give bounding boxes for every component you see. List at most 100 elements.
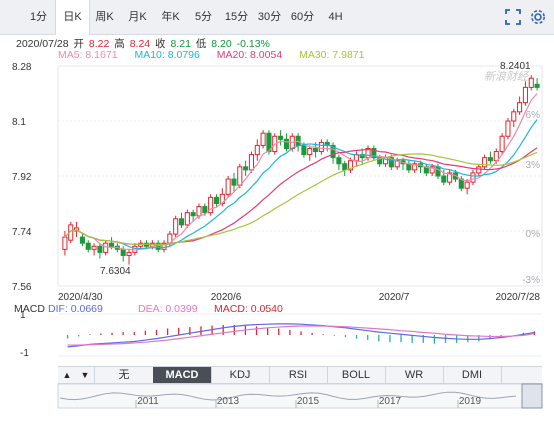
open-label: 开 xyxy=(73,38,84,50)
x-axis-label: 2020/6 xyxy=(211,292,242,303)
ma10-legend: MA10: 8.0796 xyxy=(134,49,200,61)
indicator-tab-4[interactable]: BOLL xyxy=(327,367,386,383)
candle xyxy=(348,157,354,173)
y-tick-label: 8.28 xyxy=(12,62,32,73)
candle xyxy=(161,240,167,253)
info-date: 2020/07/28 xyxy=(16,38,69,50)
candle xyxy=(534,78,540,91)
timeline-year-label: 2017 xyxy=(379,396,402,407)
indicator-tab-2[interactable]: KDJ xyxy=(211,367,270,383)
candle xyxy=(412,160,418,173)
macd-legend-0: MACD xyxy=(14,303,45,315)
period-tab-0[interactable]: 1分 xyxy=(29,11,48,23)
macd-legend-1: DIF: 0.0669 xyxy=(48,303,103,315)
period-tab-8[interactable]: 60分 xyxy=(290,11,315,23)
macd-legend-3: MACD: 0.0540 xyxy=(214,303,283,315)
y-tick-label: 7.92 xyxy=(12,172,32,183)
high-annotation: 8.2401 xyxy=(500,61,531,72)
timeline-year-label: 2013 xyxy=(217,396,240,407)
indicator-tab-6[interactable]: DMI xyxy=(443,367,502,383)
period-tab-2[interactable]: 周K xyxy=(95,11,114,23)
ma20-legend: MA20: 8.0054 xyxy=(216,49,283,61)
percent-tick-label: 0% xyxy=(526,229,541,240)
candle xyxy=(260,130,266,149)
timeline-year-label: 2019 xyxy=(459,396,482,407)
period-tab-1[interactable]: 日K xyxy=(55,0,90,35)
ma5-legend: MA5: 8.1671 xyxy=(58,49,118,61)
watermark: 新浪财经 xyxy=(484,70,529,83)
candle xyxy=(97,243,103,259)
candle xyxy=(138,240,144,250)
close-value: 8.21 xyxy=(170,38,191,50)
high-value: 8.24 xyxy=(129,38,151,50)
period-tab-5[interactable]: 5分 xyxy=(194,11,213,23)
candle xyxy=(254,139,260,161)
candle xyxy=(231,172,237,192)
candle xyxy=(353,151,359,167)
candle xyxy=(423,163,429,176)
candle xyxy=(243,160,249,176)
y-tick-label: 7.74 xyxy=(12,227,32,238)
timeline-year-label: 2011 xyxy=(137,396,159,407)
open-value: 8.22 xyxy=(88,38,110,50)
dif-line xyxy=(67,323,535,348)
ma-legend: MA5: 8.1671 MA10: 8.0796 MA20: 8.0054 MA… xyxy=(58,49,378,61)
candle xyxy=(283,133,289,152)
y-tick-label: 8.1 xyxy=(12,117,26,128)
dea-line xyxy=(67,325,535,346)
period-tab-6[interactable]: 15分 xyxy=(224,11,249,23)
percent-tick-label: 3% xyxy=(526,160,541,171)
settings-icon[interactable] xyxy=(530,9,546,25)
candle xyxy=(388,154,394,170)
candle xyxy=(470,169,476,186)
period-tab-4[interactable]: 年K xyxy=(161,11,180,23)
candle xyxy=(91,243,97,256)
candle xyxy=(330,142,336,164)
period-tab-7[interactable]: 30分 xyxy=(257,11,282,23)
ma30-line xyxy=(64,151,538,246)
period-tab-9[interactable]: 4H xyxy=(328,11,343,23)
candle xyxy=(173,215,179,238)
indicator-tab-bar: ▲ ▼ 无 MACD KDJ RSI BOLL WR DMI xyxy=(58,366,542,384)
candle xyxy=(184,209,190,228)
indicator-tab-0[interactable]: 无 xyxy=(95,367,154,383)
x-axis-label: 2020/7 xyxy=(379,292,410,303)
close-label: 收 xyxy=(155,38,166,50)
timeline-year-label: 2015 xyxy=(297,396,320,407)
timeline-navigator[interactable]: 2011 2013 2015 2017 2019 xyxy=(0,382,554,426)
candle xyxy=(522,81,528,106)
indicator-tab-3[interactable]: RSI xyxy=(269,367,328,383)
candle xyxy=(248,151,254,173)
low-value: 8.20 xyxy=(211,38,232,50)
y-tick-label: 7.56 xyxy=(12,282,32,293)
candle xyxy=(213,194,220,207)
period-tab-bar: 1分 日K 周K 月K 年K 5分 15分 30分 60分 4H xyxy=(0,0,554,35)
fullscreen-icon[interactable] xyxy=(505,9,521,25)
ma10-line xyxy=(64,119,538,250)
indicator-tab-5[interactable]: WR xyxy=(385,367,444,383)
candle xyxy=(371,145,377,161)
candle xyxy=(499,133,505,155)
candle xyxy=(487,151,493,164)
timeline-range-handle[interactable] xyxy=(521,383,543,409)
indicator-tab-1[interactable]: MACD xyxy=(153,367,212,383)
candle xyxy=(225,176,231,198)
candlestick-chart: 8.28 8.1 7.92 7.74 7.56 6% 3% 0% -3% 新浪财经 8.2401 7… xyxy=(12,61,543,359)
high-label: 高 xyxy=(114,38,125,50)
percent-tick-label: 6% xyxy=(526,110,541,121)
scroll-right-button[interactable]: ▼ xyxy=(76,367,95,383)
period-tab-3[interactable]: 月K xyxy=(128,11,147,23)
percent-tick-label: -3% xyxy=(522,275,540,286)
ma30-legend: MA30: 7.9871 xyxy=(299,49,365,61)
candle xyxy=(307,145,313,161)
candle xyxy=(208,194,214,216)
candle xyxy=(278,130,284,146)
candle xyxy=(126,249,132,265)
candle xyxy=(336,154,342,170)
x-axis-label: 2020/7/28 xyxy=(496,292,541,303)
macd-tick-label: -1 xyxy=(20,348,29,359)
candle xyxy=(178,212,185,228)
scroll-left-button[interactable]: ▲ xyxy=(62,370,72,380)
ohlc-info: 2020/07/28 开 8.22 高 8.24 收 8.21 低 8.20 -… xyxy=(16,36,272,51)
change-value: -0.13% xyxy=(236,38,270,50)
